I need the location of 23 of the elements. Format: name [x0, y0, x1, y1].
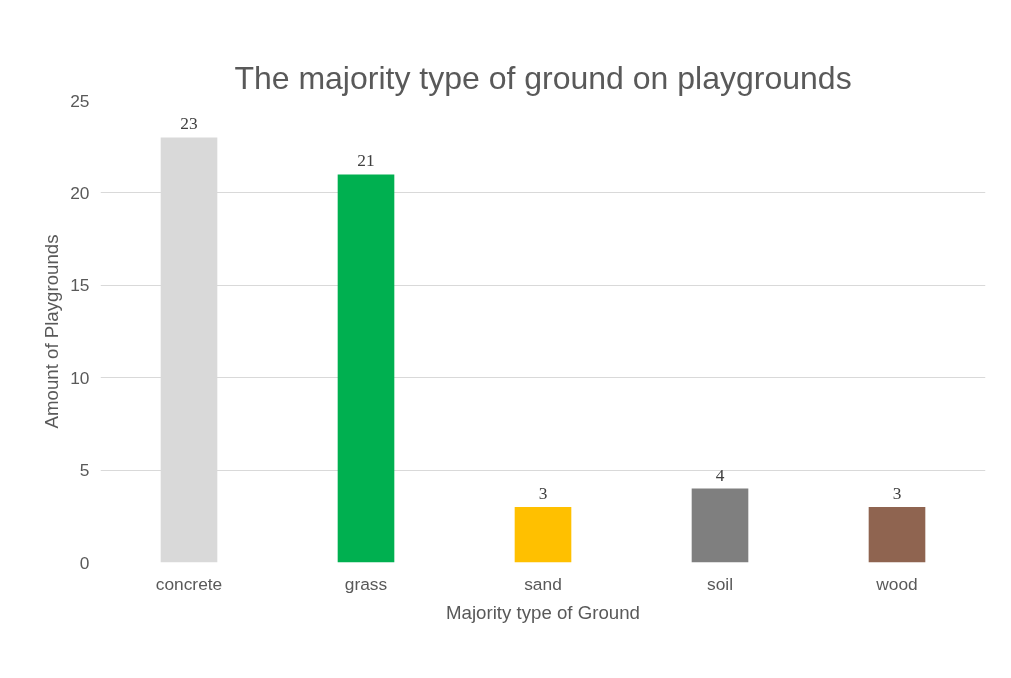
data-label: 3	[892, 484, 902, 504]
bar	[514, 507, 572, 563]
y-tick-label: 5	[79, 460, 90, 481]
y-tick-label: 0	[79, 552, 90, 573]
data-label: 3	[538, 484, 548, 504]
x-tick-label: wood	[875, 573, 918, 594]
x-tick-label: grass	[344, 573, 388, 594]
bar	[868, 507, 926, 563]
x-tick-label: concrete	[155, 573, 223, 594]
bar	[337, 174, 395, 563]
y-tick-label: 20	[70, 182, 90, 203]
data-label: 21	[357, 151, 375, 171]
x-axis-title: Majority type of Ground	[446, 601, 640, 623]
y-tick-label: 25	[70, 90, 90, 111]
y-tick-label: 10	[70, 367, 90, 388]
y-tick-label: 15	[70, 275, 90, 296]
x-tick-label: soil	[707, 573, 734, 594]
y-axis-title: Amount of Playgrounds	[41, 234, 63, 429]
x-tick-label: sand	[524, 573, 562, 594]
data-label: 23	[180, 114, 198, 134]
chart-title: The majority type of ground on playgrounds	[234, 59, 852, 96]
data-label: 4	[715, 465, 725, 485]
bar	[691, 488, 749, 563]
